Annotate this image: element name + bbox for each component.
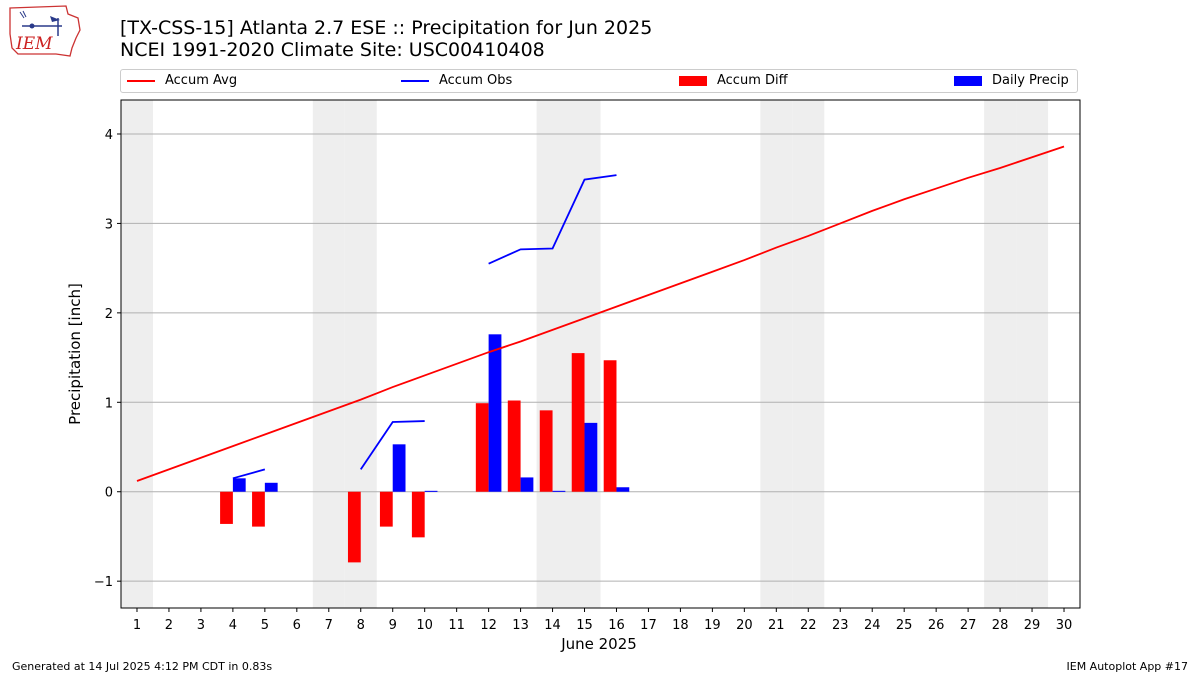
accum-diff-bar-day-10 xyxy=(411,491,425,538)
accum-diff-bar-day-4 xyxy=(220,491,233,524)
daily-precip-bar-day-10 xyxy=(424,490,438,492)
legend-entry-daily-precip: Daily Precip xyxy=(954,73,1069,88)
weekend-band-14 xyxy=(536,100,569,608)
x-tick-label-2: 2 xyxy=(165,618,173,633)
legend-swatch-accum-avg xyxy=(127,79,155,82)
weekend-band-7 xyxy=(312,100,345,608)
daily-precip-bar-day-5 xyxy=(264,482,278,492)
series-lines xyxy=(136,145,1065,482)
x-tick-label-28: 28 xyxy=(992,618,1009,633)
chart-title: [TX-CSS-15] Atlanta 2.7 ESE :: Precipita… xyxy=(120,17,653,39)
daily-precip-bar-day-15 xyxy=(584,422,598,492)
weekend-band-29 xyxy=(1016,100,1049,608)
accum-diff-bar-day-16 xyxy=(603,360,617,492)
x-tick-label-8: 8 xyxy=(357,618,365,633)
x-tick-label-18: 18 xyxy=(672,618,689,633)
daily-precip-bar-day-4 xyxy=(232,478,246,492)
weekend-band-1 xyxy=(121,100,153,608)
chart-legend: Accum Avg Accum Obs Accum Diff Daily Pre… xyxy=(120,69,1078,93)
legend-swatch-accum-diff xyxy=(679,75,707,86)
daily-precip-bar-day-12 xyxy=(488,334,502,492)
x-tick-label-16: 16 xyxy=(608,618,625,633)
legend-swatch-daily-precip xyxy=(954,75,982,86)
x-tick-label-23: 23 xyxy=(832,618,849,633)
accum-diff-bar-day-9 xyxy=(379,491,393,527)
legend-label-accum-diff: Accum Diff xyxy=(717,73,788,88)
x-tick-label-22: 22 xyxy=(800,618,817,633)
x-tick-label-3: 3 xyxy=(197,618,205,633)
y-axis-label: Precipitation [inch] xyxy=(66,283,84,425)
daily-precip-bar-day-16 xyxy=(616,487,630,492)
x-tick-label-25: 25 xyxy=(896,618,913,633)
accum-diff-bar-day-12 xyxy=(475,403,489,492)
accum-diff-bar-day-15 xyxy=(571,353,585,492)
x-tick-label-17: 17 xyxy=(640,618,657,633)
daily-precip-bar-day-13 xyxy=(520,477,534,492)
x-tick-label-5: 5 xyxy=(261,618,269,633)
x-tick-label-21: 21 xyxy=(768,618,785,633)
accum-avg-line xyxy=(136,145,1065,482)
x-tick-label-30: 30 xyxy=(1056,618,1073,633)
y-tick-label-2: 2 xyxy=(105,307,113,322)
y-tick-label-3: 3 xyxy=(105,217,113,232)
y-axis-ticks: −1 0 1 2 3 4 xyxy=(94,128,121,590)
x-axis-label: June 2025 xyxy=(560,635,637,653)
daily-precip-bar-day-9 xyxy=(392,444,406,492)
y-tick-label-0: 0 xyxy=(105,486,113,501)
weekend-shading xyxy=(121,100,1049,608)
chart-subtitle: NCEI 1991-2020 Climate Site: USC00410408 xyxy=(120,39,545,61)
y-tick-label-4: 4 xyxy=(105,128,113,143)
x-axis-ticks: 1 2 3 4 5 6 7 8 9 10 11 12 13 14 15 16 17 18 19 20 21 22 23 24 2… xyxy=(133,608,1072,633)
x-tick-label-20: 20 xyxy=(736,618,753,633)
plot-frame xyxy=(120,99,1081,609)
x-tick-label-13: 13 xyxy=(512,618,529,633)
accum-diff-bar-day-14 xyxy=(539,410,553,492)
x-tick-label-12: 12 xyxy=(480,618,497,633)
app-credit: IEM Autoplot App #17 xyxy=(1066,660,1189,673)
accum-diff-bar-day-13 xyxy=(507,400,521,492)
x-tick-label-7: 7 xyxy=(325,618,333,633)
x-tick-label-10: 10 xyxy=(416,618,433,633)
legend-entry-accum-avg: Accum Avg xyxy=(127,73,237,88)
y-tick-label-1: 1 xyxy=(105,396,113,411)
weekend-band-28 xyxy=(984,100,1017,608)
x-tick-label-11: 11 xyxy=(448,618,465,633)
x-tick-label-14: 14 xyxy=(544,618,561,633)
legend-label-accum-avg: Accum Avg xyxy=(165,73,238,88)
legend-swatch-accum-obs xyxy=(401,79,429,82)
accum-diff-bar-day-8 xyxy=(347,491,361,563)
x-tick-label-19: 19 xyxy=(704,618,721,633)
iem-logo: IEM xyxy=(9,5,81,57)
x-tick-label-6: 6 xyxy=(293,618,301,633)
legend-entry-accum-diff: Accum Diff xyxy=(679,73,788,88)
x-tick-label-4: 4 xyxy=(229,618,237,633)
x-tick-label-9: 9 xyxy=(389,618,397,633)
x-tick-label-1: 1 xyxy=(133,618,141,633)
x-tick-label-29: 29 xyxy=(1024,618,1041,633)
weekend-band-21 xyxy=(760,100,793,608)
x-tick-label-26: 26 xyxy=(928,618,945,633)
y-tick-label--1: −1 xyxy=(94,575,113,590)
x-tick-label-24: 24 xyxy=(864,618,881,633)
bars xyxy=(220,334,630,563)
accum-diff-bar-day-5 xyxy=(252,491,265,527)
generated-timestamp: Generated at 14 Jul 2025 4:12 PM CDT in … xyxy=(12,660,273,673)
daily-precip-bar-day-14 xyxy=(552,490,566,492)
x-tick-label-15: 15 xyxy=(576,618,593,633)
legend-label-daily-precip: Daily Precip xyxy=(992,73,1069,88)
accum-obs-line-segment-1 xyxy=(232,468,266,480)
weekend-band-22 xyxy=(792,100,825,608)
x-tick-label-27: 27 xyxy=(960,618,977,633)
logo-text: IEM xyxy=(15,34,53,54)
legend-entry-accum-obs: Accum Obs xyxy=(401,73,512,88)
legend-label-accum-obs: Accum Obs xyxy=(439,73,513,88)
